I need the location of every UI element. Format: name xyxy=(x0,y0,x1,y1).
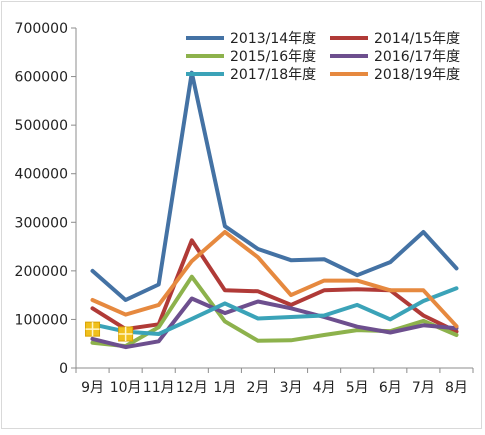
legend-label: 2015/16年度 xyxy=(230,49,316,65)
data-marker xyxy=(85,321,101,337)
legend-label: 2018/19年度 xyxy=(374,67,460,83)
legend-item-4: 2016/17年度 xyxy=(330,49,460,65)
y-tick-label: 300000 xyxy=(15,215,68,231)
legend: 2013/14年度 2014/15年度 2015/16年度 2016/17年度 2017… xyxy=(186,31,460,83)
chart-frame: 0 100000 200000 300000 400000 500000 600000 700… xyxy=(1,1,482,429)
data-marker xyxy=(118,326,134,342)
x-tick-label: 5月 xyxy=(346,380,369,396)
x-tick-label: 11月 xyxy=(143,380,175,396)
x-tick-label: 12月 xyxy=(176,380,208,396)
legend-label: 2016/17年度 xyxy=(374,49,460,65)
legend-label: 2017/18年度 xyxy=(230,67,316,83)
series-line-5 xyxy=(90,286,459,336)
y-tick-label: 600000 xyxy=(15,70,68,86)
x-axis-ticks: 9月 10月 11月 12月 1月 2月 3月 4月 5月 6月 7月 8月 xyxy=(75,368,474,396)
legend-item-6: 2018/19年度 xyxy=(330,67,460,83)
y-tick-label: 0 xyxy=(59,361,68,377)
x-tick-label: 6月 xyxy=(379,380,402,396)
y-tick-label: 500000 xyxy=(15,118,68,134)
y-tick-label: 100000 xyxy=(15,312,68,328)
legend-item-1: 2013/14年度 xyxy=(186,31,316,47)
x-tick-label: 9月 xyxy=(81,380,104,396)
series-lines xyxy=(90,70,459,350)
y-tick-label: 200000 xyxy=(15,264,68,280)
series-line-6 xyxy=(90,230,459,329)
x-tick-label: 8月 xyxy=(445,380,468,396)
line-chart: 0 100000 200000 300000 400000 500000 600000 700… xyxy=(15,21,474,396)
legend-item-2: 2014/15年度 xyxy=(330,31,460,47)
series-line-2 xyxy=(90,238,459,334)
x-tick-label: 10月 xyxy=(110,380,142,396)
legend-item-5: 2017/18年度 xyxy=(186,67,316,83)
legend-label: 2014/15年度 xyxy=(374,31,460,47)
legend-label: 2013/14年度 xyxy=(230,31,316,47)
x-tick-label: 2月 xyxy=(246,380,269,396)
y-tick-label: 400000 xyxy=(15,167,68,183)
data-markers xyxy=(85,321,134,342)
x-tick-label: 7月 xyxy=(412,380,435,396)
x-tick-label: 3月 xyxy=(280,380,303,396)
series-line-4 xyxy=(90,296,459,350)
x-tick-label: 1月 xyxy=(213,380,236,396)
y-axis-ticks: 0 100000 200000 300000 400000 500000 600000 700… xyxy=(15,21,76,377)
x-tick-label: 4月 xyxy=(313,380,336,396)
legend-item-3: 2015/16年度 xyxy=(186,49,316,65)
series-line-1 xyxy=(90,70,459,302)
y-tick-label: 700000 xyxy=(15,21,68,37)
